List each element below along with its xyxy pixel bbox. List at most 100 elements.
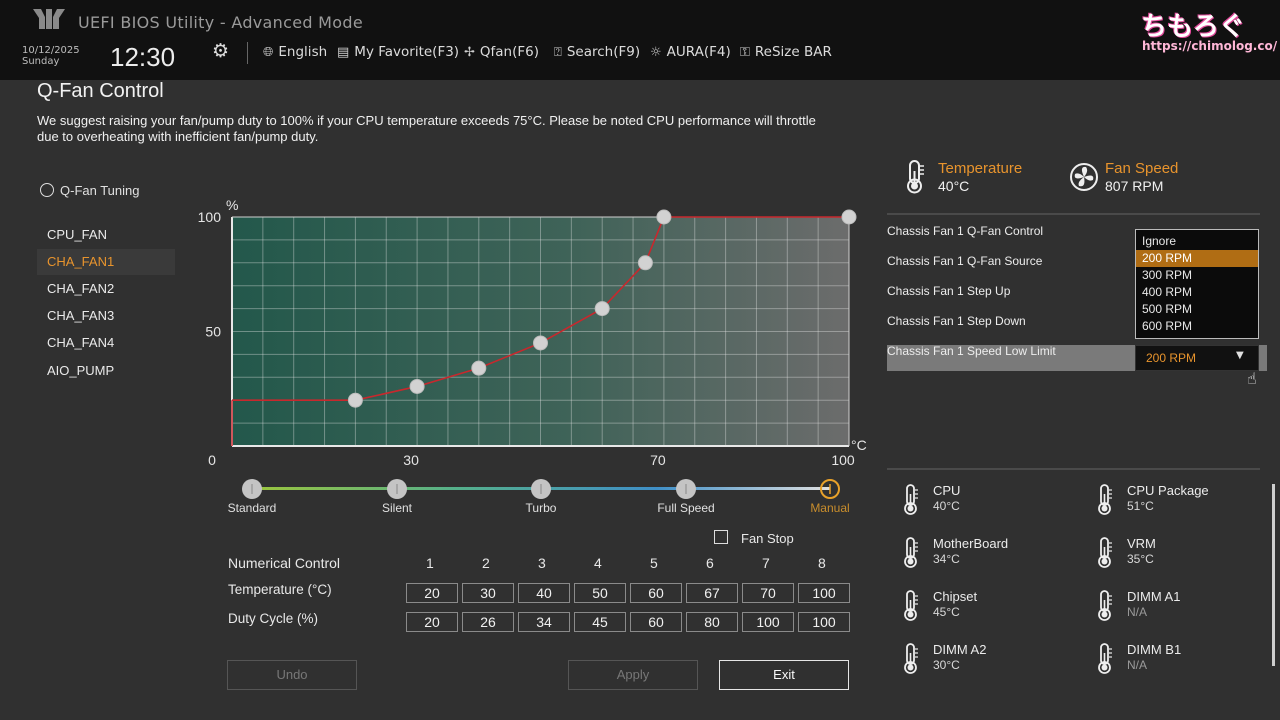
duty-input-2[interactable]: 26 (462, 612, 514, 632)
tick-labels: 0 30 70 100 50 100% °C (198, 197, 867, 468)
data-points[interactable] (347, 209, 857, 408)
speed-low-limit-select[interactable]: 200 RPM (1135, 345, 1259, 371)
clock[interactable]: 12:30 (110, 42, 176, 72)
thermometer-icon (1096, 484, 1114, 520)
sensor-name: VRM (1127, 536, 1156, 551)
sidebar-item-cha-fan3[interactable]: CHA_FAN3 (47, 308, 115, 323)
mode-turbo-knob[interactable] (531, 479, 551, 499)
sensor-name: DIMM A2 (933, 642, 987, 657)
dropdown-option[interactable]: 500 RPM (1142, 302, 1193, 316)
thermometer-icon (907, 160, 924, 194)
menu-qfan[interactable]: ✢ Qfan(F6) (464, 44, 539, 60)
menu-resize-bar[interactable]: ⚿ ReSize BAR (740, 44, 832, 60)
undo-button[interactable]: Undo (227, 660, 357, 690)
mode-manual-label[interactable]: Manual (810, 501, 850, 515)
watermark-url: https://chimolog.co/ (1142, 39, 1278, 53)
thermometer-icon (902, 484, 920, 520)
duty-input-7[interactable]: 100 (742, 612, 794, 632)
setting-qfan-control[interactable]: Chassis Fan 1 Q-Fan Control (887, 224, 1044, 238)
curve-point-2[interactable] (409, 378, 425, 394)
column-header-7: 7 (762, 555, 770, 571)
gauge-icon (40, 183, 54, 197)
thermometer-icon (902, 643, 920, 679)
duty-input-3[interactable]: 34 (518, 612, 570, 632)
menu-language[interactable]: 🌐︎ English (263, 44, 327, 60)
duty-input-8[interactable]: 100 (798, 612, 850, 632)
menu-my-favorite-label: My Favorite(F3) (354, 44, 460, 60)
mode-standard-knob[interactable] (242, 479, 262, 499)
exit-button[interactable]: Exit (719, 660, 849, 690)
sensor-value: 30°C (933, 658, 960, 672)
aura-icon: ☼ (650, 45, 662, 60)
apply-button[interactable]: Apply (568, 660, 698, 690)
curve-point-3[interactable] (471, 360, 487, 376)
mode-silent-knob[interactable] (387, 479, 407, 499)
temperature-input-5[interactable]: 60 (630, 583, 682, 603)
menu-my-favorite[interactable]: ▤ My Favorite(F3) (337, 44, 459, 60)
temperature-input-6[interactable]: 67 (686, 583, 738, 603)
setting-step-down[interactable]: Chassis Fan 1 Step Down (887, 314, 1026, 328)
x-tick-label: 0 (208, 452, 216, 468)
y-unit-label: % (226, 197, 238, 213)
mode-turbo-label[interactable]: Turbo (525, 501, 557, 515)
dropdown-option[interactable]: 300 RPM (1142, 268, 1193, 282)
gear-icon[interactable]: ⚙ (212, 40, 230, 62)
dropdown-option[interactable]: 400 RPM (1142, 285, 1193, 299)
hand-cursor-icon: ☝ (1247, 369, 1257, 388)
mode-full-speed-label[interactable]: Full Speed (657, 501, 715, 515)
sidebar-item-cha-fan2[interactable]: CHA_FAN2 (47, 281, 115, 296)
duty-input-4[interactable]: 45 (574, 612, 626, 632)
menu-search[interactable]: ⍰ Search(F9) (554, 44, 640, 60)
duty-input-1[interactable]: 20 (406, 612, 458, 632)
tuf-logo-icon (33, 9, 65, 29)
sidebar-item-aio-pump[interactable]: AIO_PUMP (47, 363, 115, 378)
mode-silent-label[interactable]: Silent (381, 501, 413, 515)
duty-input-6[interactable]: 80 (686, 612, 738, 632)
temperature-input-7[interactable]: 70 (742, 583, 794, 603)
sensor-value: 45°C (933, 605, 960, 619)
sidebar-item-cpu-fan[interactable]: CPU_FAN (47, 227, 107, 242)
mode-slider[interactable] (0, 470, 880, 510)
dropdown-option[interactable]: 600 RPM (1142, 319, 1193, 333)
temperature-input-2[interactable]: 30 (462, 583, 514, 603)
curve-point-4[interactable] (533, 335, 548, 351)
curve-point-5[interactable] (594, 301, 610, 317)
curve-point-7[interactable] (656, 209, 672, 225)
globe-icon: 🌐︎ (263, 45, 274, 60)
qfan-tuning-button[interactable]: Q-Fan Tuning (40, 183, 140, 198)
setting-step-up[interactable]: Chassis Fan 1 Step Up (887, 284, 1011, 298)
temperature-input-1[interactable]: 20 (406, 583, 458, 603)
fan-curve-chart[interactable]: 0 30 70 100 50 100% °C (0, 0, 880, 530)
temperature-input-4[interactable]: 50 (574, 583, 626, 603)
duty-input-5[interactable]: 60 (630, 612, 682, 632)
sidebar-item-cha-fan1[interactable]: CHA_FAN1 (37, 249, 175, 275)
mode-full-speed-knob[interactable] (676, 479, 696, 499)
dropdown-option[interactable]: Ignore (1142, 234, 1177, 248)
curve-point-8[interactable] (841, 209, 857, 225)
curve-point-6[interactable] (637, 255, 653, 271)
fan-stop-checkbox[interactable] (714, 530, 728, 544)
plot-area (232, 217, 849, 446)
x-tick-label: 100 (831, 452, 855, 468)
mode-manual-knob[interactable] (820, 479, 840, 499)
temperature-input-3[interactable]: 40 (518, 583, 570, 603)
chevron-down-icon[interactable]: ▼ (1236, 350, 1244, 361)
sensor-name: Chipset (933, 589, 978, 604)
mode-standard-label[interactable]: Standard (227, 501, 277, 515)
dropdown-option-selected[interactable]: 200 RPM (1136, 250, 1258, 267)
column-header-3: 3 (538, 555, 546, 571)
menu-resize-bar-label: ReSize BAR (754, 44, 832, 60)
menu-aura[interactable]: ☼ AURA(F4) (650, 44, 731, 60)
temperature-input-8[interactable]: 100 (798, 583, 850, 603)
speed-low-limit-dropdown[interactable]: Ignore 200 RPM 300 RPM 400 RPM 500 RPM 6… (1135, 229, 1259, 339)
setting-qfan-source[interactable]: Chassis Fan 1 Q-Fan Source (887, 254, 1043, 268)
plot-background (232, 217, 849, 446)
sensor-name: DIMM A1 (1127, 589, 1181, 604)
scrollbar[interactable] (1272, 484, 1275, 666)
curve-point-1[interactable] (347, 392, 363, 408)
sidebar-item-cha-fan4[interactable]: CHA_FAN4 (47, 335, 115, 350)
setting-speed-low-limit[interactable]: Chassis Fan 1 Speed Low Limit (887, 344, 1056, 358)
temperature-row-label: Temperature (°C) (228, 582, 332, 597)
fan-speed-label: Fan Speed (1105, 160, 1179, 177)
date-text: 10/12/2025 (22, 45, 80, 56)
